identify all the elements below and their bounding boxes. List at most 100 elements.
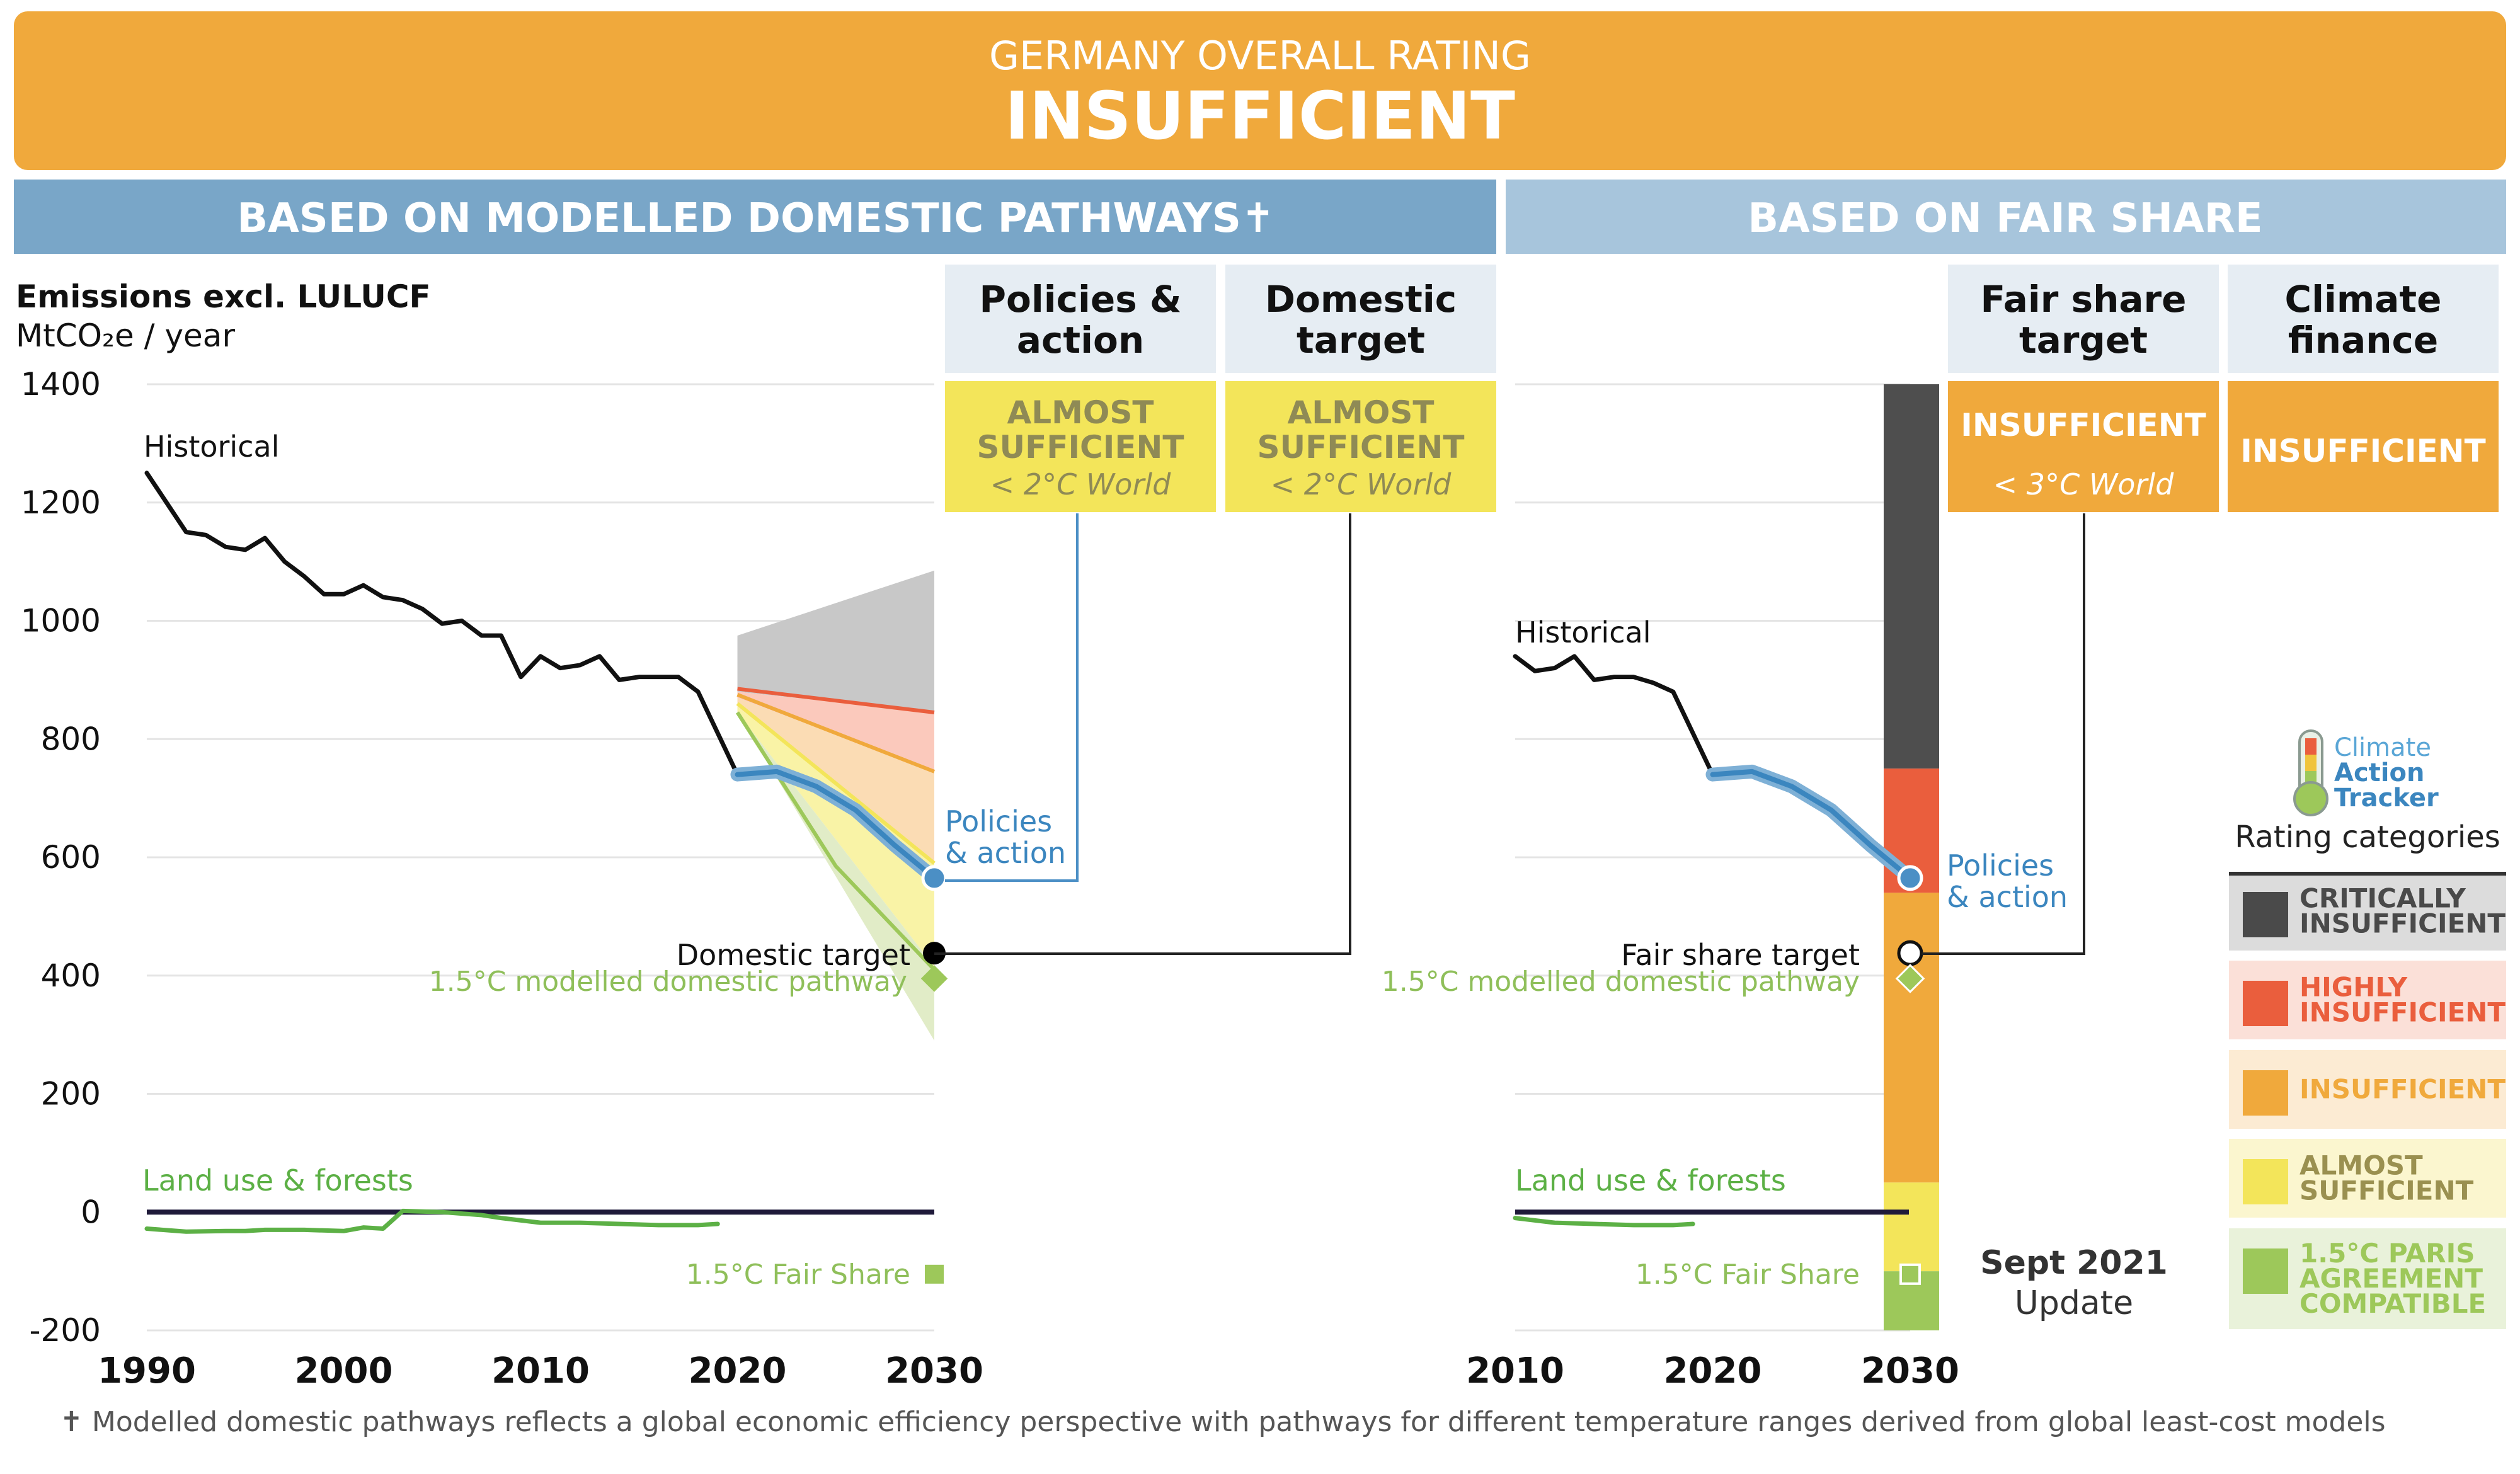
scenario-band bbox=[737, 570, 934, 713]
legend-swatch bbox=[2243, 1159, 2288, 1204]
left-section-title: BASED ON MODELLED DOMESTIC PATHWAYS✝ bbox=[237, 195, 1274, 242]
historical-label: Historical bbox=[1515, 615, 1651, 649]
x-tick-label: 2020 bbox=[689, 1351, 787, 1391]
rating-box-header bbox=[945, 265, 1216, 373]
update-date: Sept 2021 bbox=[1980, 1244, 2168, 1282]
legend-swatch bbox=[2243, 1070, 2288, 1116]
overall-rating-value: INSUFFICIENT bbox=[1005, 77, 1515, 154]
legend-label: SUFFICIENT bbox=[2300, 1175, 2474, 1206]
legend-label: 1.5°C PARIS bbox=[2300, 1238, 2475, 1269]
logo-text: Action bbox=[2334, 758, 2424, 787]
update-label: Update bbox=[2015, 1284, 2133, 1322]
legend-label: AGREEMENT bbox=[2300, 1263, 2483, 1294]
legend-swatch bbox=[2243, 892, 2288, 937]
legend-label: INSUFFICIENT bbox=[2300, 1074, 2506, 1105]
y-tick-label: 600 bbox=[41, 839, 101, 876]
rating-box-header bbox=[1948, 265, 2219, 373]
rating-box-value bbox=[2228, 381, 2499, 512]
y-tick-label: -200 bbox=[30, 1312, 101, 1349]
rating-box-rating: ALMOST bbox=[1007, 394, 1154, 431]
rating-box-value bbox=[1225, 381, 1496, 512]
x-tick-label: 2010 bbox=[491, 1351, 590, 1391]
thermometer-fill bbox=[2305, 755, 2317, 771]
domestic-target-connector bbox=[934, 513, 1351, 955]
pathway-15-marker bbox=[920, 965, 948, 992]
y-tick-label: 1000 bbox=[21, 603, 101, 639]
rating-box-header bbox=[1225, 265, 1496, 373]
legend-label: INSUFFICIENT bbox=[2300, 908, 2506, 939]
historical-label: Historical bbox=[144, 430, 279, 464]
thermometer-bulb bbox=[2293, 781, 2328, 816]
overall-rating-banner bbox=[14, 11, 2506, 170]
rating-bar-segment bbox=[1884, 384, 1939, 769]
scenario-boundary-line bbox=[737, 687, 935, 714]
legend-title: Rating categories bbox=[2235, 820, 2500, 855]
rating-box-value bbox=[1948, 381, 2219, 512]
rating-box-world: < 2°C World bbox=[990, 467, 1171, 501]
fair-share-target-marker bbox=[1897, 940, 1923, 966]
land-use-label: Land use & forests bbox=[1515, 1163, 1786, 1197]
rating-box-world: < 2°C World bbox=[1271, 467, 1452, 501]
right-section-header bbox=[1506, 180, 2506, 254]
policies-2030-marker bbox=[1897, 865, 1923, 891]
y-axis-unit: MtCO₂e / year bbox=[16, 317, 235, 354]
policies-label: Policies bbox=[945, 804, 1052, 838]
policies-2030-marker bbox=[921, 865, 948, 891]
legend-swatch bbox=[2243, 981, 2288, 1026]
rating-box-rating: ALMOST bbox=[1288, 394, 1435, 431]
scenario-boundary-line bbox=[736, 702, 936, 865]
policies-line bbox=[735, 768, 937, 881]
rating-box-title: target bbox=[2019, 319, 2148, 362]
scenario-boundary-line bbox=[736, 693, 936, 774]
y-tick-label: 0 bbox=[81, 1194, 101, 1230]
policies-label-line2: & action bbox=[945, 836, 1066, 870]
land-use-line bbox=[1513, 1216, 1695, 1228]
rating-box-title: Domestic bbox=[1265, 278, 1457, 321]
legend-item-topline bbox=[2229, 872, 2506, 876]
fair-share-15-marker bbox=[925, 1264, 944, 1284]
policies-line bbox=[1710, 768, 1913, 881]
x-tick-label: 2020 bbox=[1664, 1351, 1762, 1391]
rating-box-title: Climate bbox=[2285, 278, 2442, 321]
fair-share-15-marker bbox=[1899, 1263, 1921, 1285]
x-tick-label: 2010 bbox=[1466, 1351, 1564, 1391]
footnote: ✝ Modelled domestic pathways reflects a … bbox=[60, 1406, 2386, 1438]
rating-box-rating: SUFFICIENT bbox=[977, 429, 1184, 466]
legend-item: INSUFFICIENT bbox=[2229, 1050, 2506, 1129]
legend-label: INSUFFICIENT bbox=[2300, 997, 2506, 1028]
x-tick-label: 2000 bbox=[295, 1351, 393, 1391]
y-tick-label: 800 bbox=[41, 721, 101, 757]
x-tick-label: 2030 bbox=[885, 1351, 983, 1391]
legend-label: HIGHLY bbox=[2300, 972, 2408, 1003]
rating-box-title: action bbox=[1017, 319, 1144, 362]
logo-text: Tracker bbox=[2334, 784, 2439, 813]
overall-rating-overline: GERMANY OVERALL RATING bbox=[989, 33, 1531, 79]
rating-box-title: Fair share bbox=[1981, 278, 2187, 321]
policies-connector bbox=[945, 513, 1079, 882]
fair-share-target-label: Fair share target bbox=[1621, 938, 1860, 972]
policies-label: Policies bbox=[1947, 848, 2054, 883]
rating-bar-segment bbox=[1884, 1182, 1939, 1272]
legend-label: COMPATIBLE bbox=[2300, 1288, 2486, 1319]
rating-box-rating: INSUFFICIENT bbox=[2240, 433, 2485, 469]
policies-label-line2: & action bbox=[1947, 880, 2068, 914]
logo-text: Climate bbox=[2334, 733, 2431, 762]
y-tick-label: 1200 bbox=[21, 484, 101, 521]
right-section-title: BASED ON FAIR SHARE bbox=[1748, 195, 2262, 242]
y-axis-label: Emissions excl. LULUCF bbox=[16, 278, 431, 315]
pathway-15-label: 1.5°C modelled domestic pathway bbox=[1382, 966, 1860, 998]
fair-share-15-label: 1.5°C Fair Share bbox=[686, 1259, 910, 1291]
fair-share-target-connector bbox=[1922, 513, 2085, 955]
right-chart-plot: 2010 2020 2030 Historical Policies& action Fa… bbox=[1382, 383, 2085, 1391]
rating-box-header bbox=[2228, 265, 2499, 373]
historical-line bbox=[144, 471, 740, 777]
